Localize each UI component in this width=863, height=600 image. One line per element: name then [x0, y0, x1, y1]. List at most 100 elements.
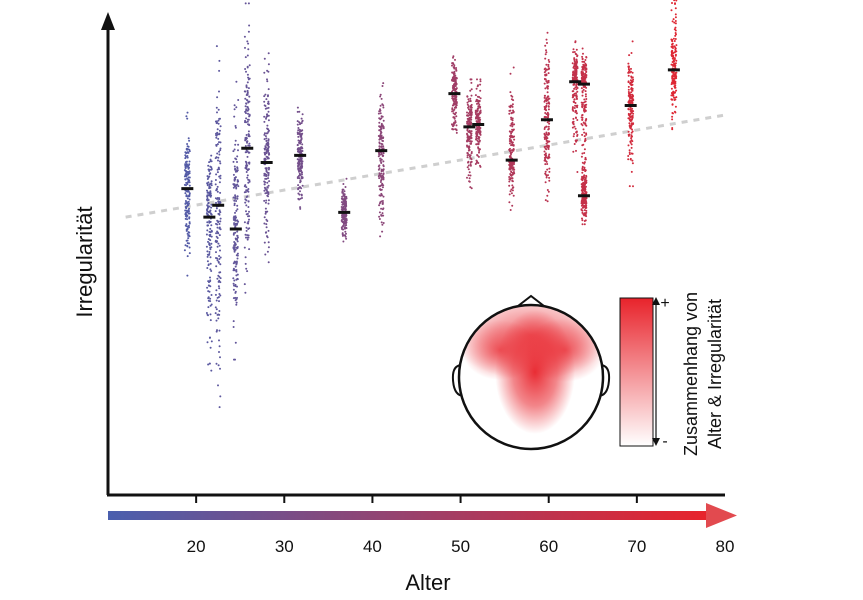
scatter-point — [379, 188, 382, 191]
scatter-point — [466, 95, 469, 98]
scatter-point — [298, 132, 301, 135]
scatter-point — [470, 78, 473, 81]
scatter-point — [188, 198, 191, 201]
scatter-point — [547, 190, 550, 193]
scatter-point — [246, 93, 249, 96]
scatter-point — [547, 113, 550, 116]
scatter-point — [208, 186, 211, 188]
scatter-point — [671, 98, 674, 101]
scatter-point — [234, 216, 237, 219]
scatter-point — [474, 94, 477, 97]
scatter-point — [547, 125, 550, 128]
scatter-point — [263, 180, 266, 183]
scatter-point — [546, 31, 549, 34]
scatter-point — [264, 177, 267, 180]
scatter-point — [187, 137, 190, 140]
scatter-point — [627, 62, 630, 65]
scatter-point — [477, 146, 480, 149]
scatter-point — [247, 76, 250, 79]
scatter-point — [475, 114, 478, 117]
scatter-point — [186, 227, 189, 230]
scatter-point — [244, 184, 247, 187]
scatter-point — [510, 132, 513, 135]
scatter-point — [298, 172, 301, 175]
scatter-point — [584, 156, 587, 159]
scatter-point — [571, 62, 574, 65]
scatter-point — [233, 148, 236, 151]
scatter-point — [479, 78, 482, 81]
scatter-point — [244, 105, 247, 108]
scatter-point — [382, 126, 385, 128]
scatter-point — [237, 99, 240, 101]
scatter-point — [298, 193, 301, 196]
scatter-point — [267, 100, 270, 103]
scatter-point — [674, 54, 677, 57]
scatter-point — [233, 279, 236, 282]
scatter-point — [512, 110, 515, 113]
scatter-point — [548, 179, 551, 182]
scatter-point — [672, 92, 675, 95]
scatter-point — [469, 104, 472, 107]
scatter-point — [205, 212, 208, 215]
scatter-point — [188, 172, 191, 175]
scatter-point — [584, 204, 587, 207]
scatter-point — [510, 166, 513, 169]
scatter-point — [382, 145, 385, 148]
scatter-point — [207, 284, 210, 287]
scatter-point — [581, 168, 584, 171]
scatter-point — [297, 187, 300, 190]
scatter-point — [341, 221, 344, 224]
scatter-point — [574, 67, 577, 70]
scatter-point — [245, 109, 248, 112]
scatter-point — [585, 86, 588, 89]
scatter-point — [236, 257, 239, 260]
scatter-point — [546, 121, 549, 124]
scatter-point — [210, 160, 213, 163]
scatter-point — [581, 165, 584, 168]
scatter-point — [629, 113, 632, 116]
scatter-point — [627, 158, 630, 161]
scatter-point — [301, 120, 304, 123]
scatter-point — [300, 194, 303, 197]
scatter-point — [582, 143, 585, 146]
scatter-point — [265, 155, 268, 158]
scatter-point — [380, 214, 383, 216]
scatter-point — [186, 202, 189, 205]
scatter-point — [510, 174, 513, 176]
scatter-point — [467, 98, 470, 101]
scatter-point — [545, 148, 548, 151]
scatter-point — [205, 312, 208, 314]
scatter-point — [583, 212, 586, 215]
scatter-point — [583, 189, 586, 191]
scatter-point — [216, 313, 219, 316]
scatter-point — [452, 124, 455, 127]
scatter-point — [184, 224, 187, 227]
scatter-point — [544, 44, 547, 47]
scatter-point — [185, 165, 188, 168]
scatter-point — [675, 44, 678, 47]
scatter-point — [236, 155, 239, 158]
scatter-point — [671, 50, 674, 53]
scatter-point — [341, 195, 344, 198]
scatter-point — [470, 132, 473, 135]
scatter-point — [208, 230, 211, 233]
scatter-point — [215, 156, 218, 159]
scatter-point — [466, 128, 469, 131]
scatter-point — [232, 183, 235, 186]
scatter-point — [299, 130, 301, 133]
scatter-point — [248, 144, 251, 147]
scatter-point — [382, 169, 385, 172]
scatter-point — [468, 177, 471, 180]
scatter-point — [299, 159, 302, 162]
scatter-point — [267, 261, 270, 264]
scatter-point — [671, 57, 674, 60]
scatter-point — [509, 124, 512, 127]
scatter-point — [581, 67, 584, 70]
scatter-point — [246, 73, 249, 76]
scatter-point — [233, 204, 236, 207]
scatter-point — [581, 171, 584, 174]
scatter-point — [543, 115, 546, 118]
scatter-point — [232, 218, 235, 221]
scatter-point — [263, 57, 266, 60]
scatter-point — [573, 74, 576, 77]
